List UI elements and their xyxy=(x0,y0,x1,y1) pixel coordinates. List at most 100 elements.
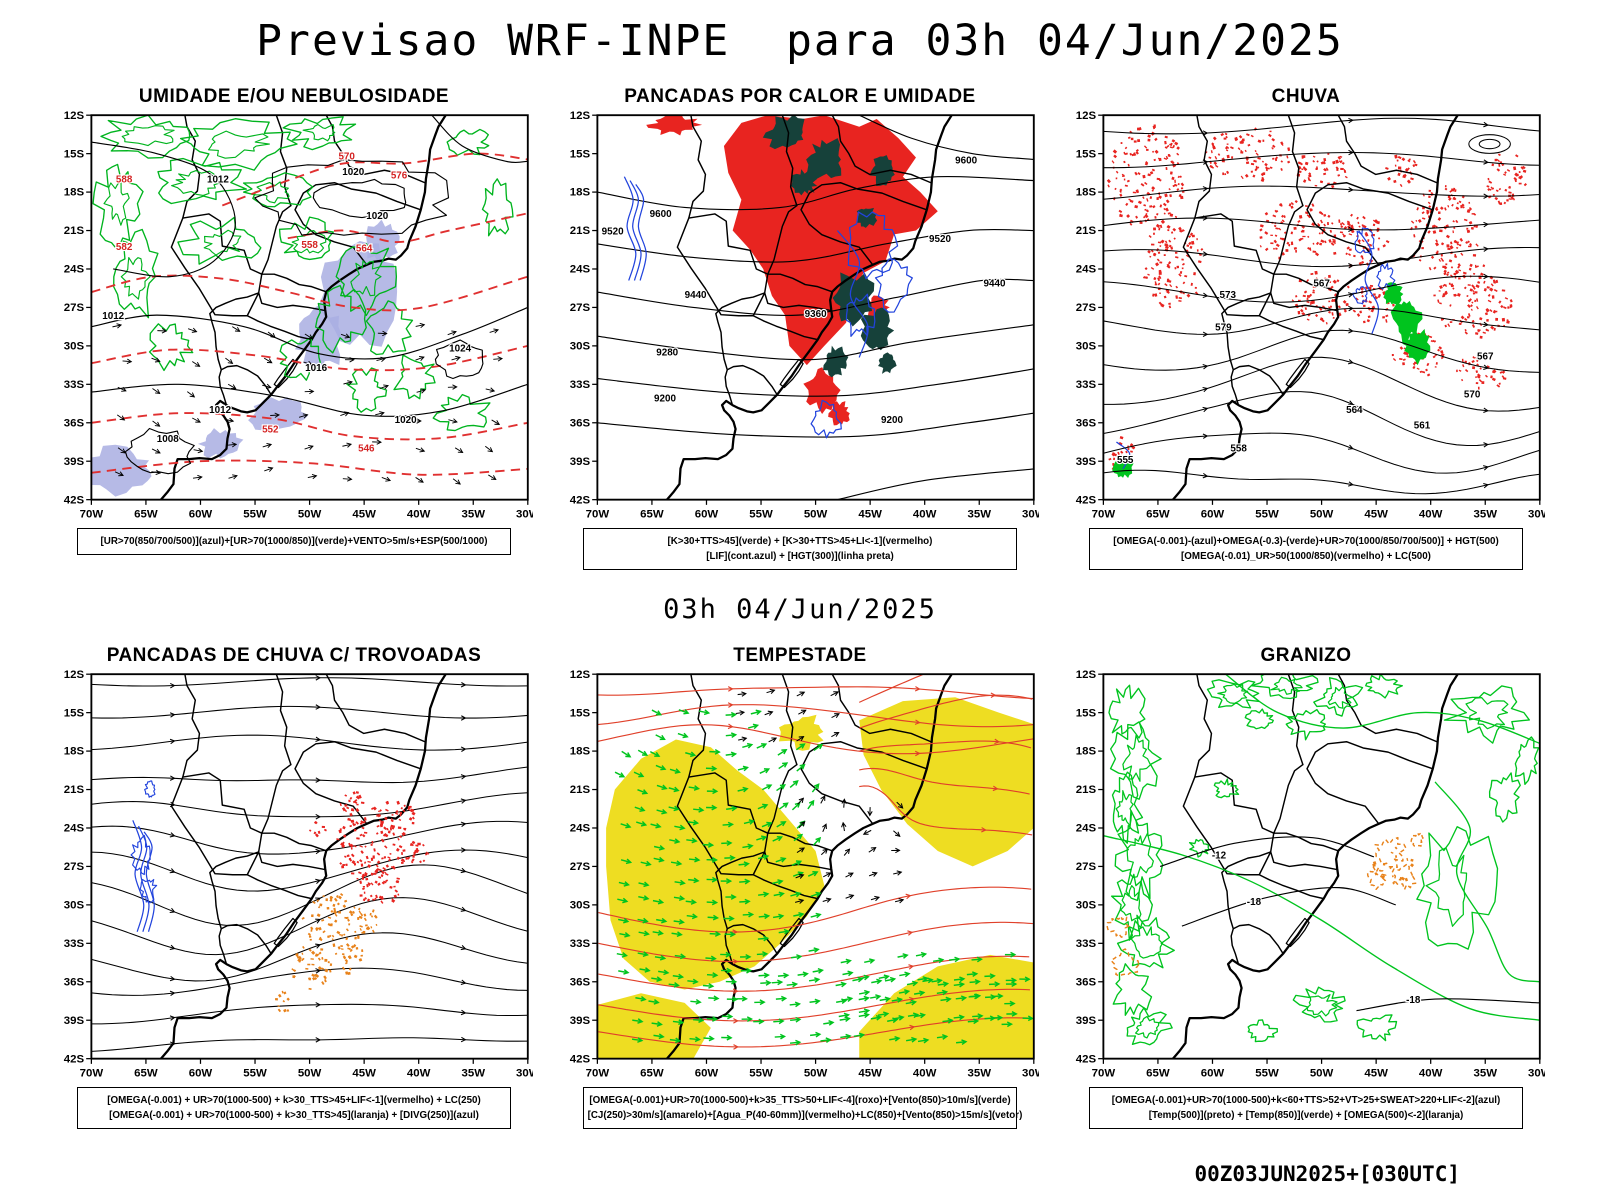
panel-caption-line: [OMEGA(-0.001) + UR>70(1000-500) + k>30_… xyxy=(107,1094,481,1106)
lat-tick-label: 36S xyxy=(570,976,591,988)
lat-tick-label: 36S xyxy=(64,976,85,988)
lat-tick-label: 30S xyxy=(1076,341,1097,353)
lon-tick-label: 65W xyxy=(1146,508,1170,520)
lon-tick-label: 35W xyxy=(1473,508,1497,520)
lat-tick-label: 33S xyxy=(64,938,85,950)
map-labels: 1012 1020 1020 1016 1024 1020 1012 1008 1012 570 5… xyxy=(101,150,473,455)
lat-tick-label: 42S xyxy=(570,494,591,506)
panel-caption-box: [UR>70(850/700/500)](azul)+[UR>70(1000/8… xyxy=(76,527,512,555)
lat-tick-label: 33S xyxy=(1076,938,1097,950)
lat-tick-label: 21S xyxy=(570,784,591,796)
lon-tick-label: 35W xyxy=(461,508,485,520)
lon-tick-label: 35W xyxy=(1473,1067,1497,1079)
panel-title: TEMPESTADE xyxy=(733,644,867,666)
lat-tick-label: 42S xyxy=(64,1053,85,1065)
lat-tick-label: 39S xyxy=(570,456,591,468)
lat-tick-label: 15S xyxy=(570,148,591,160)
lon-tick-label: 40W xyxy=(1419,1067,1443,1079)
panel-title: GRANIZO xyxy=(1260,644,1352,666)
map-underlay xyxy=(1106,124,1527,478)
contour-label: 1020 xyxy=(342,167,364,178)
lat-tick-label: 39S xyxy=(1076,456,1097,468)
lon-tick-label: 60W xyxy=(1201,508,1225,520)
contour-label: 573 xyxy=(1220,290,1237,301)
contour-label: 558 xyxy=(1230,444,1247,455)
lon-tick-label: 35W xyxy=(967,508,991,520)
map-overlay xyxy=(91,675,528,1052)
lon-tick-label: 50W xyxy=(298,1067,322,1079)
lat-tick-label: 21S xyxy=(1076,225,1097,237)
contour-label: 561 xyxy=(1414,420,1431,431)
contour-label: 1024 xyxy=(449,344,471,355)
contour-label: 1012 xyxy=(209,405,231,416)
panel-caption-box: [OMEGA(-0.001) + UR>70(1000-500) + k>30_… xyxy=(76,1086,512,1129)
lat-tick-label: 30S xyxy=(64,341,85,353)
lon-tick-label: 50W xyxy=(1310,1067,1334,1079)
lat-tick-label: 33S xyxy=(1076,379,1097,391)
contour-label: 570 xyxy=(1464,390,1481,401)
panel-caption-line: [K>30+TTS>45](verde) + [K>30+TTS>45+LI<-… xyxy=(667,535,933,547)
panel-caption-line: [CJ(250)>30m/s](amarelo)+[Agua_P(40-60mm… xyxy=(587,1109,1023,1121)
lon-tick-label: 70W xyxy=(586,508,610,520)
lat-tick-label: 42S xyxy=(1076,494,1097,506)
panel-title: CHUVA xyxy=(1271,86,1341,107)
lon-tick-label: 65W xyxy=(640,1067,664,1079)
lon-tick-label: 30W xyxy=(1022,1067,1039,1079)
forecast-map: 1012 1020 1020 1016 1024 1020 1012 1008 1012 570 5… xyxy=(64,110,533,520)
lat-tick-label: 30S xyxy=(570,341,591,353)
lon-tick-label: 65W xyxy=(134,1067,158,1079)
lon-tick-label: 30W xyxy=(1022,508,1039,520)
lon-tick-label: 40W xyxy=(913,1067,937,1079)
lat-tick-label: 27S xyxy=(1076,302,1097,314)
lat-tick-label: 27S xyxy=(1076,861,1097,873)
lat-tick-label: 18S xyxy=(1076,746,1097,758)
contour-label: 9280 xyxy=(656,348,678,359)
panel-caption-box: [OMEGA(-0.001)+UR>70(1000-500)+k<60+TTS>… xyxy=(1088,1086,1524,1129)
map-geography xyxy=(1171,674,1459,1059)
contour-label: 1008 xyxy=(157,434,179,445)
lat-tick-label: 36S xyxy=(64,417,85,429)
lat-tick-label: 18S xyxy=(64,746,85,758)
contour-label: 1020 xyxy=(395,415,417,426)
contour-label: 564 xyxy=(356,244,373,255)
lat-tick-label: 15S xyxy=(64,148,85,160)
lon-tick-label: 35W xyxy=(967,1067,991,1079)
map-geography xyxy=(1171,115,1459,500)
forecast-map: 573 567 579 561 564 570 555 567 558 12S 15S 18S 21S 2… xyxy=(1076,110,1545,520)
lon-tick-label: 55W xyxy=(243,1067,267,1079)
lon-tick-label: 60W xyxy=(189,1067,213,1079)
contour-label: 1020 xyxy=(366,211,388,222)
lat-tick-label: 24S xyxy=(64,264,85,276)
panel-tempestade: TEMPESTADE 12S 15S 18S 21S 24S 27S 30S 33S 36S 39… xyxy=(553,645,1047,1129)
lat-tick-label: 33S xyxy=(570,938,591,950)
panel-title: UMIDADE E/OU NEBULOSIDADE xyxy=(138,86,450,107)
contour-label: 552 xyxy=(262,424,279,435)
contour-label: 570 xyxy=(338,151,355,162)
map-overlay xyxy=(91,115,528,485)
contour-label: 9440 xyxy=(984,278,1006,289)
contour-label: 9520 xyxy=(929,234,951,245)
lon-tick-label: 55W xyxy=(1255,508,1279,520)
lat-tick-label: 15S xyxy=(64,707,85,719)
lat-tick-label: 30S xyxy=(64,899,85,911)
lat-tick-label: 24S xyxy=(1076,264,1097,276)
lon-tick-label: 45W xyxy=(858,508,882,520)
contour-label: 567 xyxy=(1313,278,1330,289)
lat-tick-label: 12S xyxy=(1076,669,1097,681)
panel-chuva: CHUVA 573 567 579 561 564 570 555 567 558 12S 15S 1… xyxy=(1059,86,1553,570)
footer-timestamp: 00Z03JUN2025+[030UTC] xyxy=(1194,1162,1460,1186)
map-overlay xyxy=(597,674,1034,1050)
lon-tick-label: 35W xyxy=(461,1067,485,1079)
lat-tick-label: 15S xyxy=(570,707,591,719)
panel-caption-line: [OMEGA(-0.001) + UR>70(1000-500) + k>30_… xyxy=(109,1109,479,1121)
forecast-map: 12S 15S 18S 21S 24S 27S 30S 33S 36S 39S 42S 70W 65W 6… xyxy=(64,669,533,1079)
lat-tick-label: 27S xyxy=(64,861,85,873)
lat-tick-label: 12S xyxy=(1076,110,1097,122)
lon-tick-label: 40W xyxy=(1419,508,1443,520)
lat-tick-label: 21S xyxy=(1076,784,1097,796)
lat-tick-label: 30S xyxy=(570,899,591,911)
lon-tick-label: 55W xyxy=(1255,1067,1279,1079)
map-labels: 9600 9520 9440 9360 9280 9200 9200 9520 9600 9440 xyxy=(601,154,1008,427)
lat-tick-label: 36S xyxy=(1076,976,1097,988)
